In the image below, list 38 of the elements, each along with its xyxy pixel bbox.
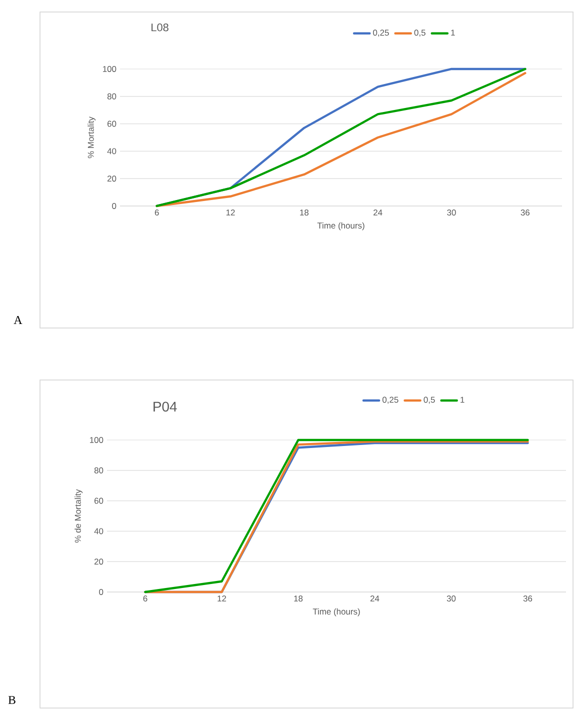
y-tick-label: 80 bbox=[94, 467, 104, 474]
x-tick-label: 30 bbox=[447, 210, 456, 216]
x-tick-label: 36 bbox=[520, 210, 530, 216]
y-tick-label: 100 bbox=[90, 437, 104, 443]
x-tick-label: 12 bbox=[226, 210, 235, 216]
x-tick-label: 18 bbox=[294, 596, 303, 602]
x-tick-label: 6 bbox=[143, 596, 148, 602]
legend-label: 1 bbox=[451, 30, 455, 36]
y-tick-label: 60 bbox=[94, 498, 104, 504]
y-tick-label: 100 bbox=[102, 66, 116, 72]
y-tick-label: 60 bbox=[108, 120, 116, 127]
legend-label: 0,5 bbox=[414, 30, 426, 37]
x-tick-label: 30 bbox=[446, 596, 456, 602]
y-tick-label: 40 bbox=[94, 528, 104, 534]
y-tick-label: 0 bbox=[112, 203, 116, 209]
y-tick-label: 20 bbox=[94, 558, 104, 565]
legend-label: 0,25 bbox=[373, 30, 389, 37]
x-tick-label: 36 bbox=[523, 596, 532, 602]
y-tick-label: 0 bbox=[99, 589, 104, 595]
y-axis-title: % Mortality bbox=[88, 116, 96, 158]
text: B bbox=[8, 696, 16, 704]
chart-title: P04 bbox=[154, 402, 177, 412]
y-tick-label: 40 bbox=[107, 148, 116, 154]
legend-label: 0,25 bbox=[382, 396, 398, 404]
x-tick-label: 18 bbox=[300, 210, 309, 216]
chart-title: L08 bbox=[152, 24, 168, 32]
y-tick-label: 80 bbox=[107, 93, 116, 100]
text: A bbox=[14, 316, 22, 324]
y-tick-label: 20 bbox=[107, 176, 116, 182]
x-tick-label: 24 bbox=[370, 596, 380, 602]
x-tick-label: 6 bbox=[154, 210, 159, 216]
y-axis-title: % de Mortality bbox=[74, 489, 83, 543]
legend-label: 1 bbox=[460, 396, 464, 403]
x-axis-title: Time (hours) bbox=[312, 608, 360, 616]
x-axis-title: Time (hours) bbox=[317, 222, 364, 230]
x-tick-label: 24 bbox=[374, 210, 382, 216]
legend-label: 0,5 bbox=[424, 396, 435, 404]
x-tick-label: 12 bbox=[218, 596, 226, 602]
